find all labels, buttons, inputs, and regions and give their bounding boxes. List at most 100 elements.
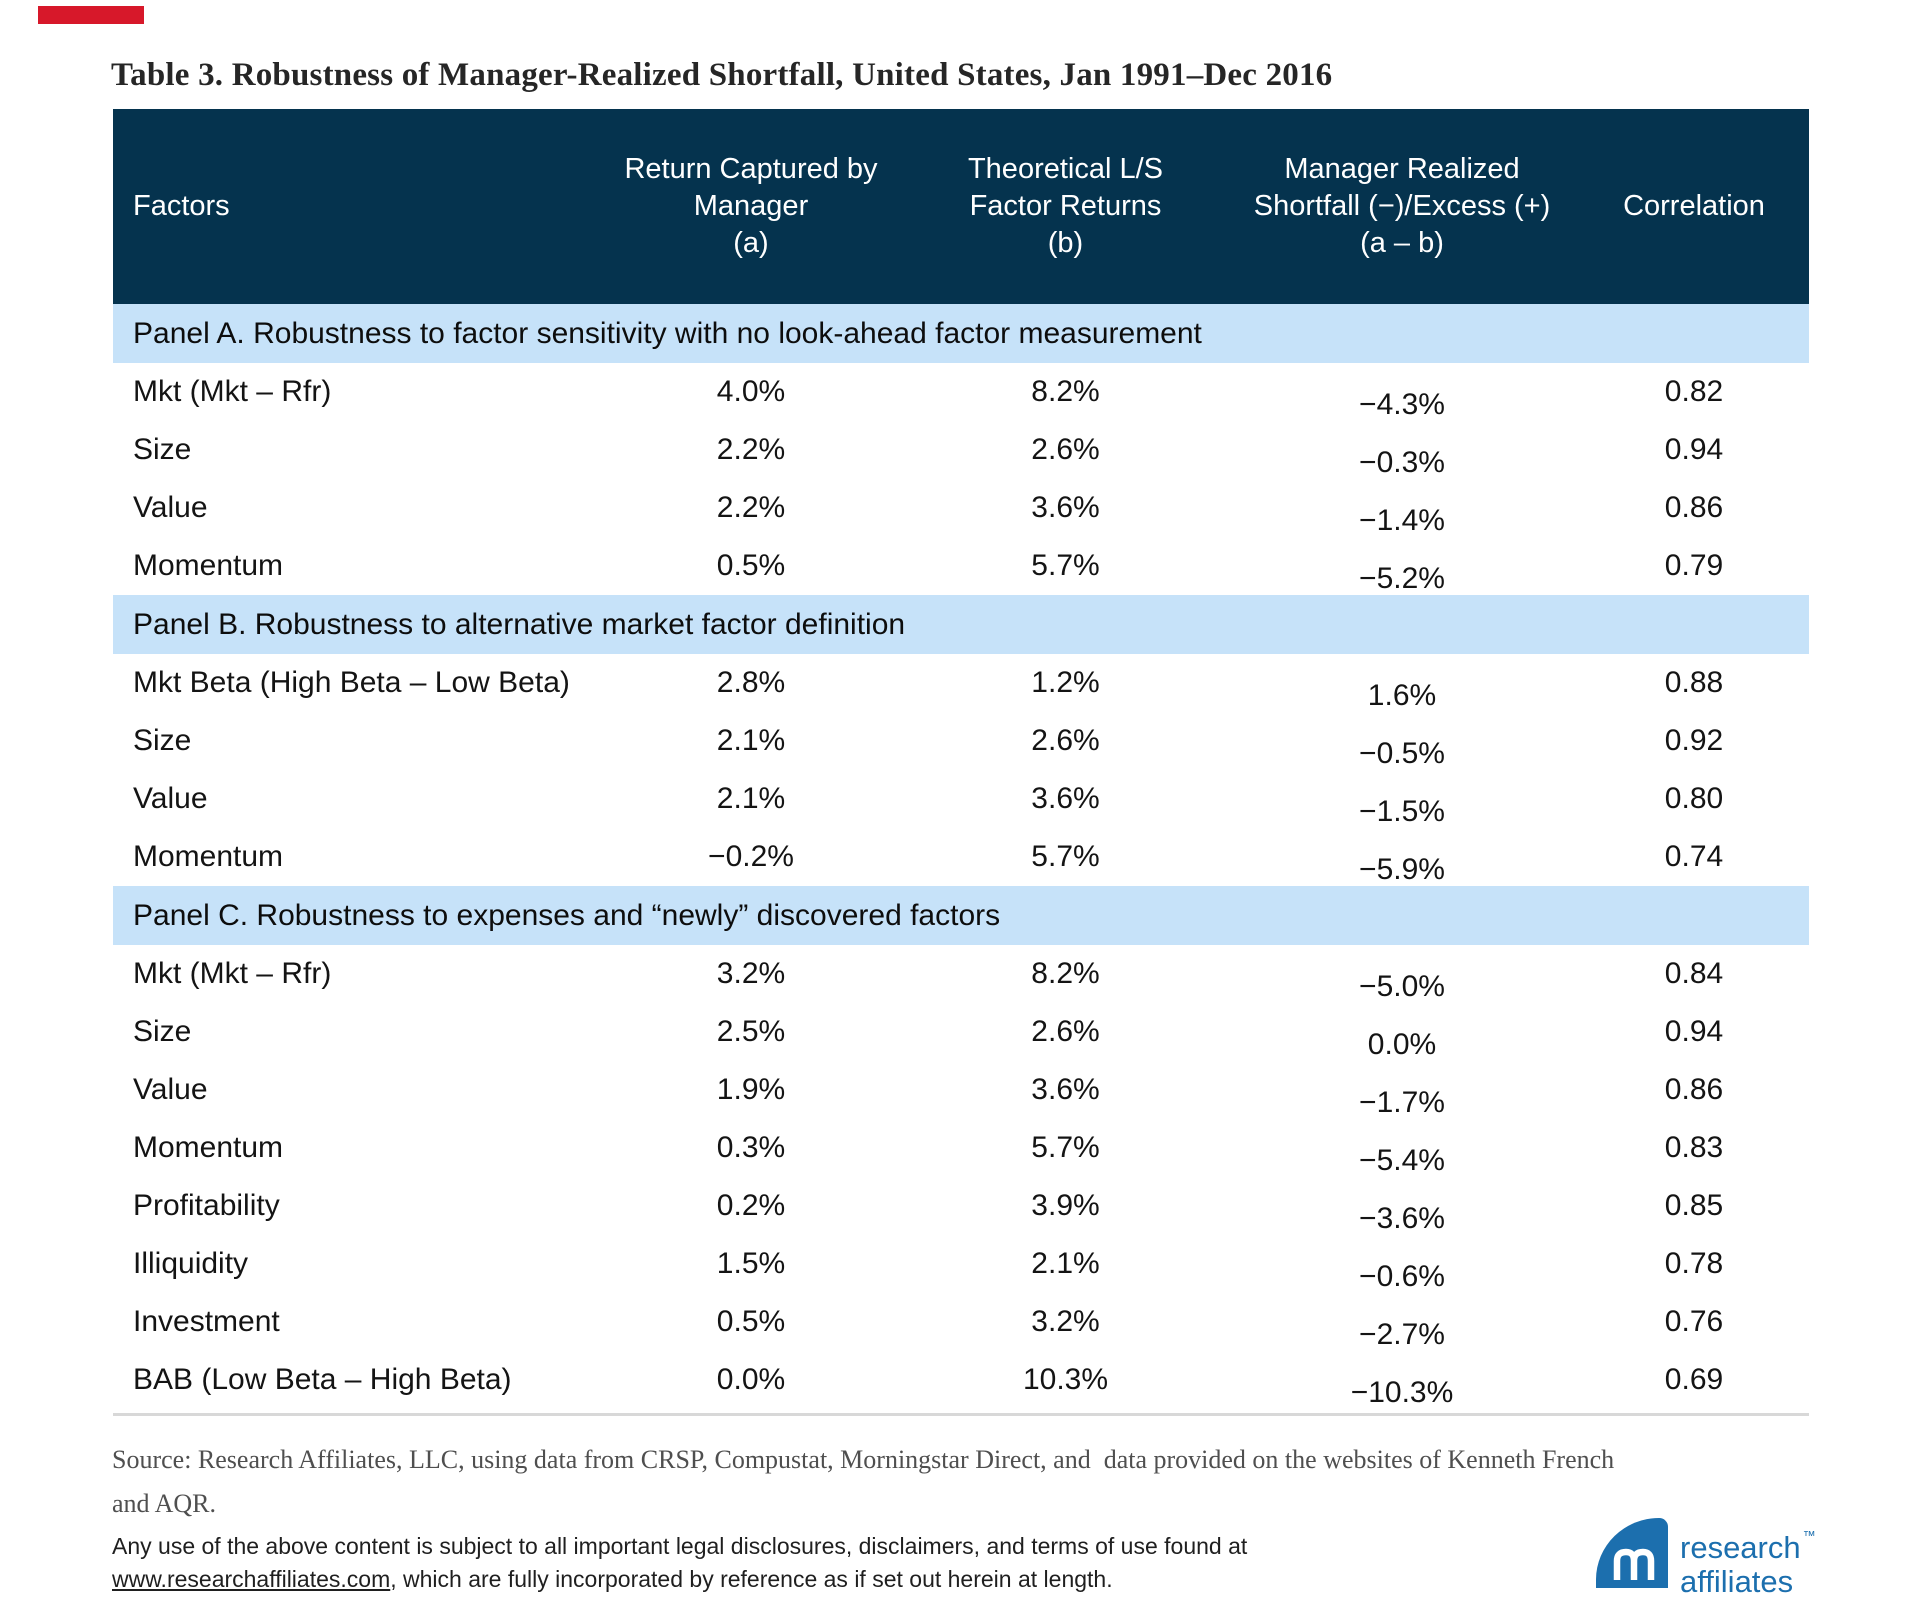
theoretical-return-cell: 1.2% (1031, 666, 1100, 699)
return-captured-cell: 0.5% (716, 1305, 786, 1338)
return-captured-cell: 2.5% (716, 1015, 786, 1048)
factor-cell: Value (133, 491, 208, 524)
column-header-line: Return Captured by (624, 153, 878, 185)
correlation-cell: 0.84 (1664, 957, 1724, 990)
table-row: Momentum 0.5% 5.7% −5.2% 0.79 (113, 537, 1809, 595)
shortfall-cell: −5.9% (1359, 853, 1445, 886)
factor-cell: Mkt Beta (High Beta – Low Beta) (133, 666, 570, 699)
theoretical-return-cell: 2.6% (1031, 433, 1100, 466)
shortfall-cell: −0.3% (1359, 446, 1445, 479)
correlation-cell: 0.78 (1664, 1247, 1724, 1280)
research-affiliates-logo-text: research ™ affiliates (1680, 1519, 1816, 1599)
theoretical-return-cell: 8.2% (1031, 957, 1100, 990)
trademark-symbol: ™ (1802, 1528, 1816, 1543)
factor-cell: Momentum (133, 549, 284, 582)
source-line: Source: Research Affiliates, LLC, using … (112, 1445, 1615, 1474)
panel-a-header: Panel A. Robustness to factor sensitivit… (113, 304, 1809, 363)
shortfall-cell: −3.6% (1359, 1202, 1445, 1235)
table-row: Value 1.9% 3.6% −1.7% 0.86 (113, 1061, 1809, 1119)
factor-cell: Investment (133, 1305, 280, 1338)
page-title: Table 3. Robustness of Manager-Realized … (111, 57, 1333, 93)
factor-cell: Value (133, 782, 208, 815)
correlation-cell: 0.69 (1664, 1363, 1724, 1396)
shortfall-cell: −0.6% (1359, 1260, 1445, 1293)
column-header-line: Manager (693, 190, 809, 222)
theoretical-return-cell: 5.7% (1031, 840, 1100, 873)
robustness-table: Factors Return Captured by Manager (a) T… (113, 109, 1809, 1416)
factor-cell: Profitability (133, 1189, 280, 1222)
factor-cell: Size (133, 724, 192, 757)
return-captured-cell: −0.2% (708, 840, 794, 873)
panel-b-header: Panel B. Robustness to alternative marke… (113, 595, 1809, 654)
correlation-cell: 0.86 (1664, 491, 1724, 524)
source-line: and AQR. (112, 1489, 216, 1518)
factor-cell: Momentum (133, 1131, 284, 1164)
shortfall-cell: −5.0% (1359, 970, 1445, 1003)
column-header-line: (a – b) (1360, 227, 1444, 259)
table-row: Momentum 0.3% 5.7% −5.4% 0.83 (113, 1119, 1809, 1177)
logo-word: research (1680, 1530, 1801, 1565)
table-row: Value 2.2% 3.6% −1.4% 0.86 (113, 479, 1809, 537)
return-captured-cell: 2.2% (716, 491, 786, 524)
table-bottom-rule (113, 1413, 1809, 1416)
column-header-line: Manager Realized (1284, 153, 1520, 185)
research-affiliates-logo-mark (1596, 1518, 1668, 1588)
correlation-cell: 0.86 (1664, 1073, 1724, 1106)
table-header-row: Factors Return Captured by Manager (a) T… (113, 109, 1809, 304)
factor-cell: Size (133, 1015, 192, 1048)
theoretical-return-cell: 10.3% (1022, 1363, 1109, 1396)
return-captured-cell: 2.2% (716, 433, 786, 466)
shortfall-cell: −0.5% (1359, 737, 1445, 770)
column-header-line: Factors (133, 190, 230, 222)
column-header-line: Factor Returns (969, 190, 1162, 222)
shortfall-cell: −4.3% (1359, 388, 1445, 421)
factor-cell: Momentum (133, 840, 284, 873)
correlation-cell: 0.88 (1664, 666, 1724, 699)
shortfall-cell: 0.0% (1367, 1028, 1437, 1061)
panel-c-header: Panel C. Robustness to expenses and “new… (113, 886, 1809, 945)
logo-word-research: research ™ (1680, 1519, 1816, 1565)
shortfall-cell: −1.5% (1359, 795, 1445, 828)
theoretical-return-cell: 5.7% (1031, 1131, 1100, 1164)
legal-text-line: Any use of the above content is subject … (112, 1533, 1248, 1559)
return-captured-cell: 2.1% (716, 724, 786, 757)
table-row: Illiquidity 1.5% 2.1% −0.6% 0.78 (113, 1235, 1809, 1293)
legal-disclaimer: Any use of the above content is subject … (112, 1530, 1372, 1596)
correlation-cell: 0.92 (1664, 724, 1724, 757)
factor-cell: BAB (Low Beta – High Beta) (133, 1363, 512, 1396)
correlation-cell: 0.82 (1664, 375, 1724, 408)
theoretical-return-cell: 5.7% (1031, 549, 1100, 582)
red-accent-bar (38, 6, 144, 24)
correlation-cell: 0.94 (1664, 1015, 1724, 1048)
table-row: Mkt (Mkt – Rfr) 4.0% 8.2% −4.3% 0.82 (113, 363, 1809, 421)
correlation-cell: 0.85 (1664, 1189, 1724, 1222)
column-header-line: Theoretical L/S (967, 153, 1164, 185)
return-captured-cell: 1.9% (716, 1073, 786, 1106)
column-header-line: Shortfall (−)/Excess (+) (1253, 190, 1551, 222)
table-row: BAB (Low Beta – High Beta) 0.0% 10.3% −1… (113, 1351, 1809, 1409)
shortfall-cell: −5.2% (1359, 562, 1445, 595)
theoretical-return-cell: 3.6% (1031, 491, 1100, 524)
ra-monogram-icon (1613, 1548, 1655, 1580)
legal-text-line: , which are fully incorporated by refere… (390, 1566, 1113, 1592)
correlation-cell: 0.79 (1664, 549, 1724, 582)
factor-cell: Mkt (Mkt – Rfr) (133, 957, 332, 990)
theoretical-return-cell: 2.6% (1031, 724, 1100, 757)
table-row: Mkt Beta (High Beta – Low Beta) 2.8% 1.2… (113, 654, 1809, 712)
table-row: Momentum −0.2% 5.7% −5.9% 0.74 (113, 828, 1809, 886)
factor-cell: Illiquidity (133, 1247, 249, 1280)
table-row: Size 2.2% 2.6% −0.3% 0.94 (113, 421, 1809, 479)
research-affiliates-logo: research ™ affiliates (1596, 1518, 1816, 1599)
correlation-cell: 0.74 (1664, 840, 1724, 873)
column-header-factors: Factors (113, 188, 596, 225)
correlation-cell: 0.76 (1664, 1305, 1724, 1338)
theoretical-return-cell: 3.6% (1031, 782, 1100, 815)
table-row: Size 2.5% 2.6% 0.0% 0.94 (113, 1003, 1809, 1061)
correlation-cell: 0.83 (1664, 1131, 1724, 1164)
shortfall-cell: −10.3% (1350, 1376, 1454, 1409)
shortfall-cell: −2.7% (1359, 1318, 1445, 1351)
research-affiliates-link[interactable]: www.researchaffiliates.com (112, 1566, 391, 1592)
return-captured-cell: 0.2% (716, 1189, 786, 1222)
table-row: Value 2.1% 3.6% −1.5% 0.80 (113, 770, 1809, 828)
correlation-cell: 0.94 (1664, 433, 1724, 466)
